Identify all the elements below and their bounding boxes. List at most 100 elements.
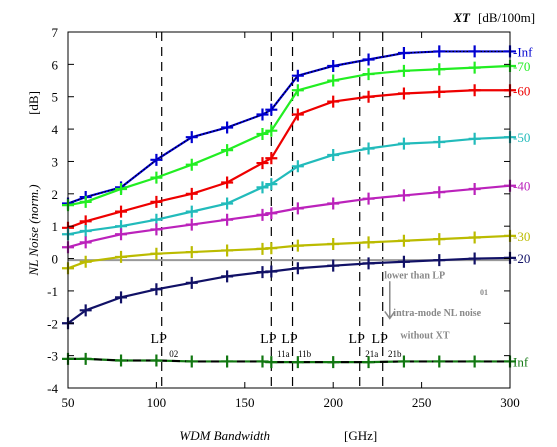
mode-label: LP	[349, 332, 366, 347]
data-point	[468, 182, 481, 195]
data-point	[221, 355, 234, 368]
series-Inf: Inf	[62, 352, 529, 369]
data-point	[185, 276, 198, 289]
data-point	[150, 247, 163, 260]
y-tick-label: 1	[52, 219, 59, 234]
x-tick-label: 100	[147, 395, 167, 410]
x-tick-label: 200	[323, 395, 343, 410]
data-point	[256, 181, 269, 194]
data-point	[79, 225, 92, 238]
data-point	[327, 356, 340, 369]
series-label: Inf	[513, 354, 529, 369]
annotation-line: intra-mode NL noise	[393, 308, 481, 319]
y-tick-label: 2	[52, 187, 59, 202]
data-point	[327, 259, 340, 272]
data-point	[256, 127, 269, 140]
series-label: -60	[513, 83, 530, 98]
x-axis-unit: [GHz]	[344, 428, 377, 443]
data-point	[397, 189, 410, 202]
data-point	[265, 207, 278, 220]
y-axis-unit: [dB]	[26, 91, 41, 115]
data-point	[221, 197, 234, 210]
data-point	[265, 124, 278, 137]
data-point	[397, 234, 410, 247]
data-point	[433, 63, 446, 76]
data-point	[397, 355, 410, 368]
y-tick-label: 5	[52, 90, 59, 105]
series-label: -70	[513, 59, 530, 74]
data-point	[150, 153, 163, 166]
data-point	[265, 356, 278, 369]
data-point	[150, 171, 163, 184]
data-point	[291, 356, 304, 369]
data-point	[327, 74, 340, 87]
series-label: -20	[513, 251, 530, 266]
data-point	[327, 59, 340, 72]
data-point	[362, 68, 375, 81]
data-point	[468, 355, 481, 368]
data-point	[433, 45, 446, 58]
series--60: -60	[62, 83, 530, 234]
data-point	[79, 195, 92, 208]
data-point	[468, 252, 481, 265]
x-tick-label: 150	[235, 395, 255, 410]
data-point	[433, 136, 446, 149]
y-tick-label: -3	[47, 349, 58, 364]
y-tick-label: -1	[47, 284, 58, 299]
data-point	[150, 283, 163, 296]
labels: XT [dB/100m] WDM Bandwidth [GHz] NL Nois…	[26, 10, 535, 443]
data-point	[291, 69, 304, 82]
y-tick-label: -2	[47, 316, 58, 331]
y-tick-label: 6	[52, 57, 59, 72]
x-tick-label: 300	[500, 395, 520, 410]
data-point	[433, 186, 446, 199]
series-line	[67, 89, 510, 229]
data-point	[256, 157, 269, 170]
data-point	[185, 246, 198, 259]
data-point	[265, 152, 278, 165]
data-point	[115, 205, 128, 218]
mode-label: LP	[260, 332, 277, 347]
series-label: -30	[513, 229, 530, 244]
annotation-line: lower than LP	[384, 271, 445, 282]
data-point	[79, 255, 92, 268]
data-point	[115, 228, 128, 241]
data-point	[185, 131, 198, 144]
data-point	[468, 45, 481, 58]
annotation-arrow-head	[384, 310, 396, 320]
series--50: -50	[62, 130, 530, 241]
mode-label-sub: 21b	[388, 349, 402, 359]
data-point	[327, 148, 340, 161]
y-tick-label: 0	[52, 252, 59, 267]
series--30: -30	[62, 229, 530, 275]
y-tick-label: 3	[52, 154, 59, 169]
data-point	[327, 237, 340, 250]
data-point	[433, 355, 446, 368]
series-label: -Inf	[513, 44, 533, 59]
data-point	[397, 137, 410, 150]
data-point	[221, 213, 234, 226]
data-point	[397, 47, 410, 60]
data-point	[468, 61, 481, 74]
data-point	[397, 64, 410, 77]
data-point	[79, 236, 92, 249]
data-point	[291, 108, 304, 121]
data-point	[221, 144, 234, 157]
data-point	[79, 352, 92, 365]
data-point	[362, 236, 375, 249]
mode-label-sub: 21a	[365, 349, 378, 359]
data-point	[327, 95, 340, 108]
data-point	[291, 239, 304, 252]
data-point	[185, 158, 198, 171]
data-point	[115, 291, 128, 304]
data-point	[397, 255, 410, 268]
data-point	[150, 223, 163, 236]
plot-frame	[67, 31, 511, 389]
data-point	[265, 103, 278, 116]
data-point	[79, 304, 92, 317]
data-point	[327, 197, 340, 210]
data-point	[256, 208, 269, 221]
